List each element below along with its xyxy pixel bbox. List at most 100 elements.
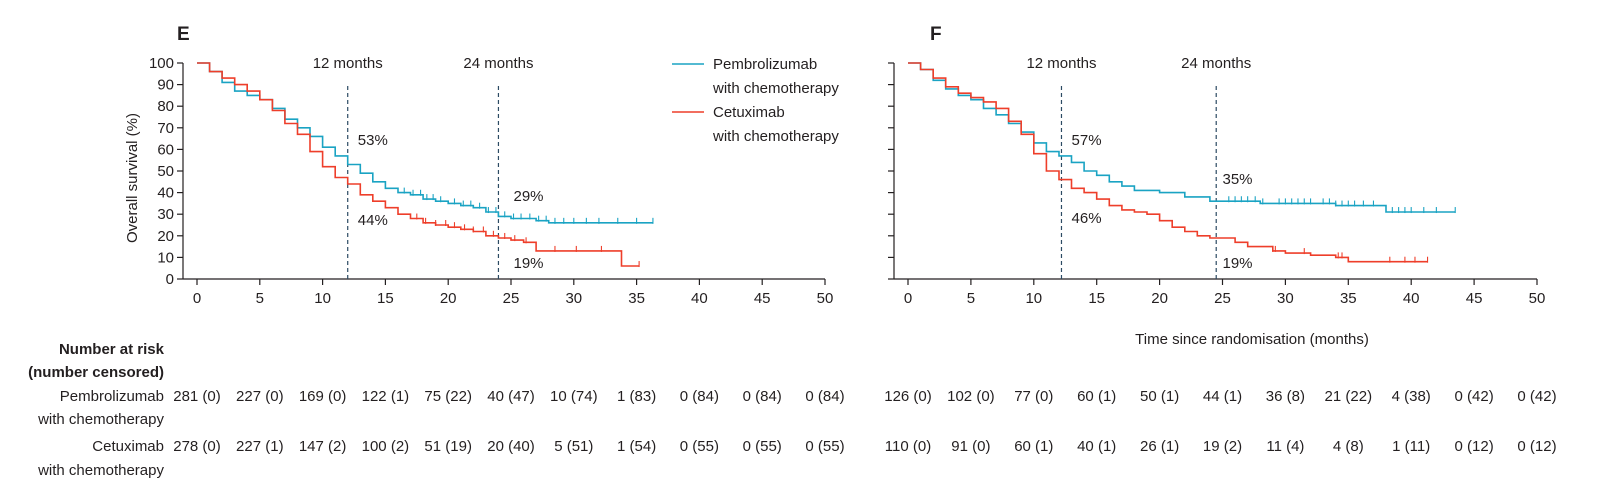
panel-e-risk-cetux-cell: 0 (55) xyxy=(743,438,782,455)
panel-e-y-tick-label: 60 xyxy=(157,141,174,158)
panel-e-x-tick-label: 45 xyxy=(754,290,771,307)
legend-pembro-label-2: with chemotherapy xyxy=(712,80,839,97)
panel-e-y-tick-label: 100 xyxy=(149,55,174,72)
panel-e-series-pembro xyxy=(197,62,653,224)
panel-f-x-tick-label: 35 xyxy=(1340,290,1357,307)
risk-cetux-label-1: Cetuximab xyxy=(92,438,164,455)
panel-e-risk-pembro-cell: 281 (0) xyxy=(173,388,221,405)
panel-e-y-tick-label: 20 xyxy=(157,228,174,245)
panel-e-risk-pembro-cell: 227 (0) xyxy=(236,388,284,405)
panel-f-risk-cetux-cell: 26 (1) xyxy=(1140,438,1179,455)
panel-f-risk-cetux-cell: 1 (11) xyxy=(1392,438,1430,455)
panel-e-y-tick-label: 90 xyxy=(157,77,174,94)
panel-e-annotation: 53% xyxy=(358,132,388,149)
panel-e-y-tick-label: 10 xyxy=(157,249,174,266)
panel-e-letter: E xyxy=(177,24,190,45)
panel-f-letter: F xyxy=(930,24,942,45)
risk-header-2: (number censored) xyxy=(28,364,164,381)
risk-cetux-label-2: with chemotherapy xyxy=(37,462,164,479)
panel-f-x-tick-label: 0 xyxy=(904,290,912,307)
legend: Pembrolizumab with chemotherapy Cetuxima… xyxy=(672,56,839,145)
legend-cetux-label-1: Cetuximab xyxy=(713,104,785,121)
panel-f-reference-label: 12 months xyxy=(1026,55,1096,72)
panel-f-risk-cetux-cell: 19 (2) xyxy=(1203,438,1242,455)
panel-e-risk-pembro-cell: 1 (83) xyxy=(617,388,656,405)
panel-e-risk-pembro-cell: 122 (1) xyxy=(362,388,410,405)
panel-e-risk-cetux-cell: 227 (1) xyxy=(236,438,284,455)
panel-e-risk-cetux-cell: 0 (55) xyxy=(805,438,844,455)
panel-f-x-tick-label: 45 xyxy=(1466,290,1483,307)
panel-e-risk-cetux-cell: 278 (0) xyxy=(173,438,221,455)
panel-e-annotation: 29% xyxy=(514,188,544,205)
risk-header-1: Number at risk xyxy=(59,341,165,358)
panel-e-risk-pembro-cell: 0 (84) xyxy=(743,388,782,405)
panel-e-x-tick-label: 50 xyxy=(817,290,834,307)
panel-f-x-tick-label: 30 xyxy=(1277,290,1294,307)
panel-e-annotation: 44% xyxy=(358,212,388,229)
panel-f-risk-cetux-cell: 91 (0) xyxy=(951,438,990,455)
panel-e-x-tick-label: 40 xyxy=(691,290,708,307)
panel-e-risk-pembro-cell: 75 (22) xyxy=(424,388,472,405)
panel-f-risk-pembro-cell: 0 (42) xyxy=(1517,388,1556,405)
panel-e-x-tick-label: 15 xyxy=(377,290,394,307)
panel-f-reference-label: 24 months xyxy=(1181,55,1251,72)
panel-f-risk-pembro-cell: 50 (1) xyxy=(1140,388,1179,405)
risk-pembro-label-2: with chemotherapy xyxy=(37,411,164,428)
panel-e-risk-pembro-cell: 0 (84) xyxy=(805,388,844,405)
panel-f-risk-pembro-cell: 0 (42) xyxy=(1455,388,1494,405)
panel-e-x-tick-label: 5 xyxy=(256,290,264,307)
panel-e-risk-cetux-cell: 1 (54) xyxy=(617,438,656,455)
panel-e-reference-label: 12 months xyxy=(313,55,383,72)
panel-e-x-tick-label: 35 xyxy=(628,290,645,307)
panel-e-risk-cetux-cell: 147 (2) xyxy=(299,438,347,455)
panel-e-y-tick-label: 30 xyxy=(157,206,174,223)
panel-f-risk-cetux-cell: 4 (8) xyxy=(1333,438,1364,455)
panel-f-x-tick-label: 25 xyxy=(1214,290,1231,307)
panel-f-risk-cetux-cell: 0 (12) xyxy=(1455,438,1494,455)
panel-e-x-tick-label: 10 xyxy=(314,290,331,307)
panel-f-x-tick-label: 50 xyxy=(1529,290,1546,307)
panel-e-x-tick-label: 20 xyxy=(440,290,457,307)
panel-e-risk-pembro-cell: 0 (84) xyxy=(680,388,719,405)
panel-f-risk-pembro-cell: 60 (1) xyxy=(1077,388,1116,405)
panel-f-xlabel: Time since randomisation (months) xyxy=(1135,331,1369,348)
panel-e-annotation: 19% xyxy=(514,255,544,272)
panel-f-x-tick-label: 40 xyxy=(1403,290,1420,307)
panel-e-risk-cetux-cell: 51 (19) xyxy=(424,438,472,455)
panel-f-risk-cetux-cell: 40 (1) xyxy=(1077,438,1116,455)
panel-e-x-tick-label: 0 xyxy=(193,290,201,307)
panel-e-risk-cetux-cell: 20 (40) xyxy=(487,438,535,455)
panel-f-annotation: 57% xyxy=(1072,132,1102,149)
panel-e-risk-cetux-cell: 5 (51) xyxy=(554,438,593,455)
panel-f-risk-cetux-cell: 0 (12) xyxy=(1517,438,1556,455)
panel-f-risk-pembro-cell: 4 (38) xyxy=(1392,388,1431,405)
panel-f-risk-pembro-cell: 44 (1) xyxy=(1203,388,1242,405)
panel-f-risk-pembro-cell: 21 (22) xyxy=(1325,388,1373,405)
panel-f-annotation: 19% xyxy=(1223,255,1253,272)
panel-e-risk-pembro-cell: 10 (74) xyxy=(550,388,598,405)
legend-pembro-label-1: Pembrolizumab xyxy=(713,56,817,73)
panel-f-annotation: 35% xyxy=(1223,171,1253,188)
panel-f-series-pembro xyxy=(908,62,1456,213)
panel-e-y-tick-label: 40 xyxy=(157,185,174,202)
panel-f-risk-pembro-cell: 102 (0) xyxy=(947,388,995,405)
panel-e-risk-pembro-cell: 40 (47) xyxy=(487,388,535,405)
panel-f-risk-cetux-cell: 60 (1) xyxy=(1014,438,1053,455)
panel-f-risk-cetux-cell: 11 (4) xyxy=(1266,438,1304,455)
panel-e-risk-cetux-cell: 100 (2) xyxy=(362,438,410,455)
panel-f-series-cetux xyxy=(908,62,1428,263)
risk-pembro-label-1: Pembrolizumab xyxy=(60,388,164,405)
panel-f: 0 5 10 15 20 25 30 35 40 45 50 12 months 24 months 57… xyxy=(884,55,1556,455)
panel-f-risk-pembro-cell: 126 (0) xyxy=(884,388,932,405)
panel-e-series-cetux xyxy=(197,62,640,267)
panel-e-reference-label: 24 months xyxy=(463,55,533,72)
panel-e-ylabel: Overall survival (%) xyxy=(124,113,141,243)
panel-f-x-tick-label: 5 xyxy=(967,290,975,307)
panel-f-x-tick-label: 15 xyxy=(1088,290,1105,307)
panel-f-risk-pembro-cell: 77 (0) xyxy=(1014,388,1053,405)
panel-f-risk-pembro-cell: 36 (8) xyxy=(1266,388,1305,405)
panel-e-risk-cetux-cell: 0 (55) xyxy=(680,438,719,455)
panel-e-y-tick-label: 70 xyxy=(157,120,174,137)
